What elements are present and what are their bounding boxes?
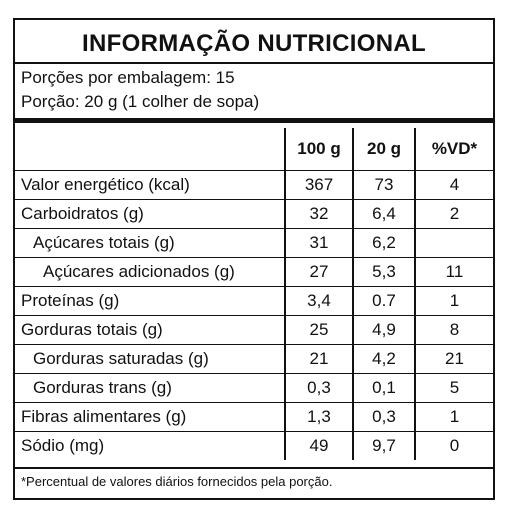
table-row: Gorduras saturadas (g) 21 4,2 21 xyxy=(15,343,493,373)
value-vd: 11 xyxy=(414,256,493,286)
value-vd: 4 xyxy=(414,169,493,199)
nutrition-label: INFORMAÇÃO NUTRICIONAL Porções por embal… xyxy=(13,18,495,500)
table-row: Sódio (mg) 49 9,7 0 xyxy=(15,430,493,460)
value-20g: 0,3 xyxy=(352,401,415,431)
value-100g: 32 xyxy=(284,198,353,228)
nutrition-table: 100 g 20 g %VD* Valor energético (kcal) 3… xyxy=(15,128,493,460)
footnote-divider xyxy=(15,467,493,469)
table-row: Fibras alimentares (g) 1,3 0,3 1 xyxy=(15,401,493,431)
table-row: Gorduras trans (g) 0,3 0,1 5 xyxy=(15,372,493,402)
nutrient-name: Açúcares totais (g) xyxy=(15,227,285,257)
value-20g: 4,2 xyxy=(352,343,415,373)
header-blank xyxy=(15,128,285,171)
table-row: Proteínas (g) 3,4 0.7 1 xyxy=(15,285,493,315)
nutrient-name: Fibras alimentares (g) xyxy=(15,401,285,431)
value-vd: 1 xyxy=(414,285,493,315)
value-100g: 27 xyxy=(284,256,353,286)
table-row: Carboidratos (g) 32 6,4 2 xyxy=(15,198,493,228)
value-vd: 0 xyxy=(414,430,493,460)
serving-size: Porção: 20 g (1 colher de sopa) xyxy=(21,92,260,111)
value-100g: 21 xyxy=(284,343,353,373)
nutrient-name: Gorduras totais (g) xyxy=(15,314,285,344)
footnote: *Percentual de valores diários fornecido… xyxy=(21,474,333,489)
value-20g: 9,7 xyxy=(352,430,415,460)
nutrient-name: Gorduras trans (g) xyxy=(15,372,285,402)
table-header-row: 100 g 20 g %VD* xyxy=(15,128,493,171)
value-vd xyxy=(414,227,493,257)
nutrient-name: Açúcares adicionados (g) xyxy=(15,256,285,286)
nutrient-name: Sódio (mg) xyxy=(15,430,285,460)
value-vd: 21 xyxy=(414,343,493,373)
table-row: Açúcares adicionados (g) 27 5,3 11 xyxy=(15,256,493,286)
nutrient-name: Valor energético (kcal) xyxy=(15,169,285,199)
value-20g: 6,2 xyxy=(352,227,415,257)
label-title: INFORMAÇÃO NUTRICIONAL xyxy=(82,30,426,57)
value-20g: 5,3 xyxy=(352,256,415,286)
nutrient-name: Proteínas (g) xyxy=(15,285,285,315)
value-100g: 1,3 xyxy=(284,401,353,431)
value-20g: 0,1 xyxy=(352,372,415,402)
value-20g: 6,4 xyxy=(352,198,415,228)
value-20g: 4,9 xyxy=(352,314,415,344)
value-20g: 73 xyxy=(352,169,415,199)
nutrient-name: Carboidratos (g) xyxy=(15,198,285,228)
value-vd: 5 xyxy=(414,372,493,402)
table-row: Gorduras totais (g) 25 4,9 8 xyxy=(15,314,493,344)
thick-divider xyxy=(15,118,493,123)
value-20g: 0.7 xyxy=(352,285,415,315)
table-row: Açúcares totais (g) 31 6,2 xyxy=(15,227,493,257)
title-divider xyxy=(15,62,493,64)
servings-per-package: Porções por embalagem: 15 xyxy=(21,68,235,87)
value-100g: 367 xyxy=(284,169,353,199)
nutrient-name: Gorduras saturadas (g) xyxy=(15,343,285,373)
value-100g: 49 xyxy=(284,430,353,460)
header-100g: 100 g xyxy=(284,128,353,171)
header-20g: 20 g xyxy=(352,128,415,171)
value-100g: 25 xyxy=(284,314,353,344)
value-100g: 31 xyxy=(284,227,353,257)
value-vd: 8 xyxy=(414,314,493,344)
header-vd: %VD* xyxy=(414,128,493,171)
table-row: Valor energético (kcal) 367 73 4 xyxy=(15,169,493,199)
value-100g: 0,3 xyxy=(284,372,353,402)
value-vd: 1 xyxy=(414,401,493,431)
value-vd: 2 xyxy=(414,198,493,228)
value-100g: 3,4 xyxy=(284,285,353,315)
